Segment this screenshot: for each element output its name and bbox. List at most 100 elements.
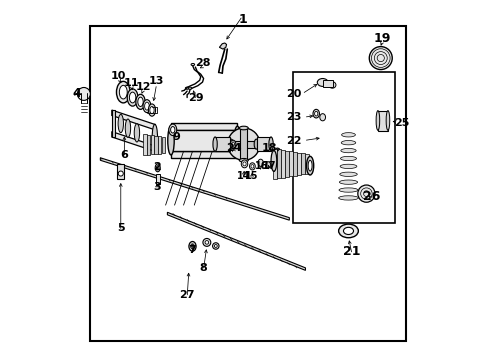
Bar bbox=[322, 80, 332, 87]
Text: 13: 13 bbox=[149, 76, 164, 86]
Text: 15: 15 bbox=[244, 171, 258, 181]
Bar bbox=[301, 153, 304, 175]
Ellipse shape bbox=[249, 163, 255, 170]
Ellipse shape bbox=[340, 164, 356, 168]
Ellipse shape bbox=[338, 188, 357, 192]
Text: 4: 4 bbox=[72, 87, 81, 100]
Ellipse shape bbox=[125, 119, 130, 137]
Bar bbox=[227, 140, 260, 148]
Ellipse shape bbox=[127, 89, 138, 106]
Ellipse shape bbox=[168, 124, 176, 135]
Text: 3: 3 bbox=[153, 182, 160, 192]
Ellipse shape bbox=[188, 87, 191, 89]
Circle shape bbox=[227, 128, 260, 160]
Ellipse shape bbox=[265, 162, 270, 168]
Text: 23: 23 bbox=[286, 112, 301, 122]
Text: 27: 27 bbox=[179, 290, 195, 300]
Ellipse shape bbox=[241, 160, 247, 168]
Ellipse shape bbox=[191, 63, 194, 66]
Ellipse shape bbox=[116, 81, 130, 103]
Ellipse shape bbox=[274, 148, 280, 156]
Ellipse shape bbox=[341, 140, 355, 145]
Bar bbox=[143, 134, 146, 155]
Text: 11: 11 bbox=[123, 78, 139, 88]
Ellipse shape bbox=[129, 92, 136, 103]
Ellipse shape bbox=[258, 159, 263, 166]
Bar bbox=[257, 137, 270, 151]
Ellipse shape bbox=[212, 243, 219, 249]
Ellipse shape bbox=[190, 244, 194, 249]
Ellipse shape bbox=[142, 100, 151, 113]
Ellipse shape bbox=[204, 240, 208, 244]
Text: 1: 1 bbox=[238, 13, 246, 26]
Ellipse shape bbox=[185, 87, 188, 89]
Polygon shape bbox=[112, 110, 155, 130]
Text: 6: 6 bbox=[120, 150, 128, 160]
Ellipse shape bbox=[230, 140, 235, 148]
Ellipse shape bbox=[341, 133, 355, 137]
Bar bbox=[171, 130, 237, 151]
Bar bbox=[297, 153, 300, 175]
Polygon shape bbox=[112, 132, 155, 151]
Ellipse shape bbox=[339, 172, 357, 176]
Ellipse shape bbox=[134, 124, 139, 142]
Bar bbox=[240, 128, 247, 160]
Bar bbox=[90, 26, 405, 341]
Text: 28: 28 bbox=[195, 58, 211, 68]
Ellipse shape bbox=[375, 111, 379, 130]
Bar bbox=[281, 150, 284, 178]
Ellipse shape bbox=[312, 109, 319, 118]
Ellipse shape bbox=[156, 166, 159, 170]
Text: 10: 10 bbox=[110, 71, 126, 81]
Ellipse shape bbox=[319, 114, 325, 121]
Ellipse shape bbox=[149, 107, 154, 114]
Text: 7: 7 bbox=[188, 245, 196, 255]
Text: 16: 16 bbox=[254, 161, 268, 171]
Ellipse shape bbox=[340, 156, 356, 161]
Bar bbox=[158, 136, 161, 154]
Polygon shape bbox=[171, 123, 237, 130]
Text: 29: 29 bbox=[188, 93, 203, 103]
Text: 2: 2 bbox=[152, 162, 160, 172]
Ellipse shape bbox=[340, 148, 355, 153]
Ellipse shape bbox=[152, 124, 157, 151]
Ellipse shape bbox=[119, 85, 127, 99]
Polygon shape bbox=[171, 151, 237, 158]
Ellipse shape bbox=[136, 94, 145, 109]
Ellipse shape bbox=[148, 104, 155, 116]
Ellipse shape bbox=[339, 180, 357, 184]
Ellipse shape bbox=[338, 196, 358, 200]
Ellipse shape bbox=[250, 165, 253, 168]
Polygon shape bbox=[100, 158, 289, 220]
Ellipse shape bbox=[268, 137, 273, 151]
Bar bbox=[377, 111, 387, 131]
Bar bbox=[150, 135, 154, 154]
Text: 19: 19 bbox=[373, 32, 390, 45]
Text: 26: 26 bbox=[363, 190, 380, 203]
Ellipse shape bbox=[212, 137, 217, 151]
Ellipse shape bbox=[188, 242, 196, 251]
Circle shape bbox=[368, 46, 391, 69]
Bar bbox=[292, 72, 394, 223]
Ellipse shape bbox=[170, 127, 175, 133]
Text: 8: 8 bbox=[199, 263, 207, 273]
Ellipse shape bbox=[328, 82, 335, 88]
Ellipse shape bbox=[231, 142, 234, 146]
Bar bbox=[288, 151, 292, 176]
Ellipse shape bbox=[239, 126, 248, 130]
Text: 20: 20 bbox=[286, 89, 301, 99]
Ellipse shape bbox=[270, 150, 276, 171]
Ellipse shape bbox=[276, 150, 278, 154]
Bar bbox=[277, 149, 280, 179]
Ellipse shape bbox=[306, 156, 313, 175]
Circle shape bbox=[77, 87, 90, 100]
Text: 24: 24 bbox=[225, 143, 241, 153]
Ellipse shape bbox=[314, 111, 317, 116]
Ellipse shape bbox=[144, 102, 149, 110]
Ellipse shape bbox=[254, 139, 258, 149]
Bar bbox=[285, 150, 288, 177]
Polygon shape bbox=[167, 212, 305, 270]
Ellipse shape bbox=[228, 139, 233, 149]
Text: 25: 25 bbox=[394, 118, 409, 128]
Ellipse shape bbox=[343, 227, 353, 234]
